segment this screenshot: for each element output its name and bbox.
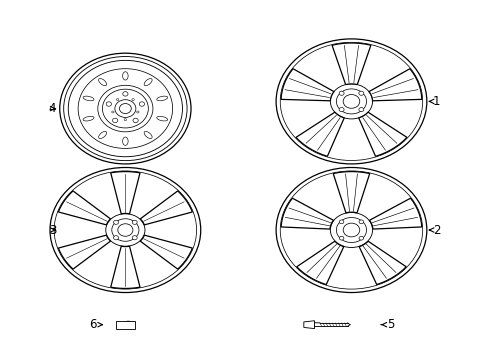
Ellipse shape: [112, 219, 139, 241]
Ellipse shape: [336, 89, 366, 114]
Ellipse shape: [280, 171, 422, 289]
Ellipse shape: [339, 236, 343, 240]
Ellipse shape: [113, 236, 118, 240]
Polygon shape: [303, 321, 314, 329]
Polygon shape: [369, 198, 421, 229]
Ellipse shape: [122, 92, 128, 96]
Ellipse shape: [330, 212, 372, 248]
Polygon shape: [140, 191, 192, 225]
Polygon shape: [58, 235, 110, 269]
Ellipse shape: [132, 220, 137, 224]
Polygon shape: [358, 112, 406, 156]
Ellipse shape: [144, 78, 152, 86]
Ellipse shape: [116, 99, 119, 100]
Ellipse shape: [276, 39, 426, 164]
Ellipse shape: [144, 131, 152, 139]
Ellipse shape: [115, 100, 136, 117]
Ellipse shape: [280, 42, 422, 161]
Text: 3: 3: [49, 224, 56, 237]
Polygon shape: [140, 235, 192, 269]
FancyBboxPatch shape: [116, 321, 135, 329]
Ellipse shape: [54, 171, 196, 289]
Polygon shape: [281, 198, 333, 229]
Ellipse shape: [118, 224, 133, 236]
Ellipse shape: [126, 323, 130, 327]
Polygon shape: [368, 69, 421, 101]
Polygon shape: [281, 69, 333, 101]
Polygon shape: [331, 43, 370, 85]
Text: 2: 2: [428, 224, 439, 237]
Ellipse shape: [157, 116, 167, 121]
Ellipse shape: [276, 167, 426, 293]
Text: 1: 1: [428, 95, 439, 108]
Ellipse shape: [99, 78, 106, 86]
Ellipse shape: [157, 96, 167, 101]
Ellipse shape: [132, 236, 137, 240]
Ellipse shape: [83, 116, 94, 121]
Ellipse shape: [339, 91, 344, 95]
Ellipse shape: [343, 223, 359, 237]
Ellipse shape: [99, 131, 106, 139]
Polygon shape: [110, 172, 140, 214]
Ellipse shape: [139, 102, 144, 106]
Ellipse shape: [50, 167, 201, 293]
Ellipse shape: [63, 57, 187, 161]
Ellipse shape: [119, 104, 131, 113]
Ellipse shape: [68, 60, 182, 157]
Ellipse shape: [336, 217, 366, 243]
Ellipse shape: [122, 321, 133, 328]
Ellipse shape: [358, 220, 363, 224]
Text: 5: 5: [380, 318, 393, 331]
Polygon shape: [296, 241, 343, 284]
Polygon shape: [58, 191, 110, 225]
Ellipse shape: [122, 137, 128, 145]
Polygon shape: [358, 241, 406, 284]
Ellipse shape: [78, 69, 172, 148]
Ellipse shape: [124, 119, 126, 121]
Ellipse shape: [106, 102, 111, 106]
Ellipse shape: [102, 89, 148, 128]
Ellipse shape: [112, 118, 118, 123]
Ellipse shape: [132, 99, 134, 100]
Ellipse shape: [133, 118, 138, 123]
Ellipse shape: [358, 91, 363, 95]
Ellipse shape: [105, 214, 144, 246]
Ellipse shape: [111, 111, 114, 113]
Ellipse shape: [358, 236, 363, 240]
Ellipse shape: [343, 95, 359, 108]
Polygon shape: [110, 246, 140, 288]
Ellipse shape: [358, 108, 363, 112]
Ellipse shape: [330, 84, 372, 119]
Polygon shape: [295, 112, 344, 156]
Ellipse shape: [339, 108, 344, 112]
Ellipse shape: [137, 111, 139, 113]
Ellipse shape: [60, 53, 191, 164]
Ellipse shape: [83, 96, 94, 101]
Ellipse shape: [98, 85, 153, 132]
Text: 4: 4: [49, 102, 56, 115]
Ellipse shape: [339, 220, 343, 224]
Ellipse shape: [122, 72, 128, 80]
Ellipse shape: [113, 220, 118, 224]
Polygon shape: [332, 172, 369, 213]
Text: 6: 6: [89, 318, 102, 331]
